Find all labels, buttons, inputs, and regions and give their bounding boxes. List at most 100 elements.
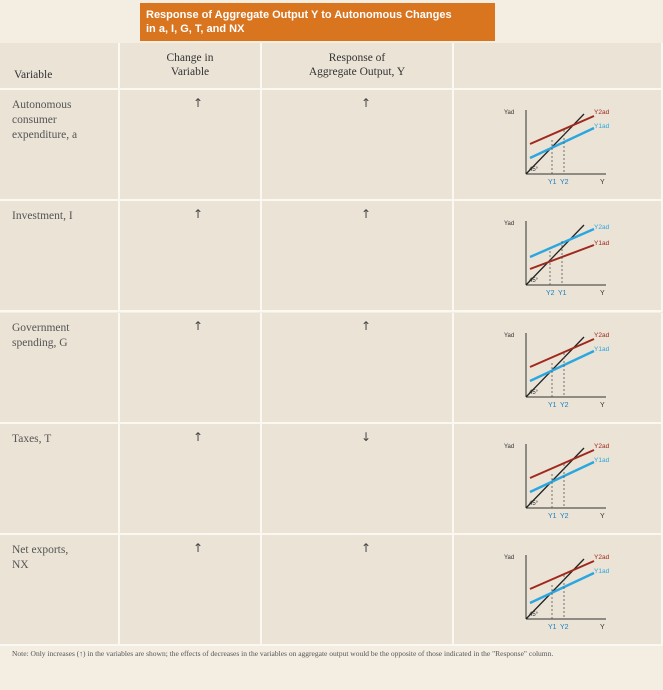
graph-container: 45° Yad Y Y2 Y1 Y1ad Y2ad xyxy=(502,215,612,300)
title-line-1: Response of Aggregate Output Y to Autono… xyxy=(146,9,452,21)
change-arrow: ↑ xyxy=(192,430,204,444)
upper-curve-label: Y1ad xyxy=(594,240,610,247)
header-response: Response of Aggregate Output, Y xyxy=(262,51,452,79)
variable-name-line: Taxes, T xyxy=(12,433,52,445)
title-line-2: in a, I, G, T, and NX xyxy=(146,23,245,35)
upper-demand-line xyxy=(529,560,595,590)
angle-label: 45° xyxy=(529,278,539,284)
variable-name-line: Investment, I xyxy=(12,210,73,222)
response-arrow: ↑ xyxy=(360,207,372,221)
y-axis-label: Yad xyxy=(504,555,514,561)
graph-cell: 45° Yad Y Y1 Y2 Y2ad Y1ad xyxy=(454,90,663,201)
x-tick-label-2: Y1 xyxy=(558,290,567,295)
lower-demand-line xyxy=(529,460,595,494)
x-axis-label: Y xyxy=(600,290,605,295)
y-axis-label: Yad xyxy=(504,110,514,116)
response-arrow: ↑ xyxy=(360,541,372,555)
response-arrow: ↑ xyxy=(360,319,372,333)
angle-label: 45° xyxy=(529,612,539,618)
variable-name: Net exports, NX xyxy=(12,543,116,573)
lower-curve-label: Y1ad xyxy=(594,123,610,130)
x-axis-label: Y xyxy=(600,402,605,407)
x-axis-label: Y xyxy=(600,179,605,184)
x-tick-label-1: Y1 xyxy=(548,624,557,629)
y-axis-label: Yad xyxy=(504,221,514,227)
x-tick-label-1: Y2 xyxy=(546,290,555,295)
lower-demand-line xyxy=(529,349,595,383)
header-response-line2: Aggregate Output, Y xyxy=(308,66,406,78)
variable-cell: Autonomous consumer expenditure, a xyxy=(0,90,120,201)
response-cell: ↓ xyxy=(262,424,454,535)
y-axis-label: Yad xyxy=(504,333,514,339)
graph-container: 45° Yad Y Y1 Y2 Y2ad Y1ad xyxy=(502,549,612,634)
change-arrow: ↑ xyxy=(192,319,204,333)
aggregate-demand-graph: 45° Yad Y Y1 Y2 Y2ad Y1ad xyxy=(504,554,610,631)
x-tick-label-2: Y2 xyxy=(560,402,569,407)
upper-demand-line xyxy=(529,449,595,479)
variable-cell: Government spending, G xyxy=(0,313,120,424)
change-arrow: ↑ xyxy=(192,207,204,221)
change-cell: ↑ xyxy=(120,424,262,535)
variable-cell: Investment, I xyxy=(0,201,120,312)
variable-name-line: Government xyxy=(12,322,70,334)
lower-curve-label: Y1ad xyxy=(594,568,610,575)
variable-name: Investment, I xyxy=(12,209,116,224)
variable-name-line: consumer xyxy=(12,114,57,126)
angle-label: 45° xyxy=(529,390,539,396)
table-title-banner: Response of Aggregate Output Y to Autono… xyxy=(140,3,495,41)
forty-five-degree-line xyxy=(525,224,585,286)
variable-name: Taxes, T xyxy=(12,432,116,447)
table-header-row: Variable Change in Variable Response of … xyxy=(0,43,663,90)
forty-five-degree-line xyxy=(525,558,585,620)
variable-name-line: expenditure, a xyxy=(12,129,78,141)
response-cell: ↑ xyxy=(262,313,454,424)
upper-demand-line xyxy=(529,338,595,368)
aggregate-demand-graph: 45° Yad Y Y2 Y1 Y1ad Y2ad xyxy=(504,221,610,297)
lower-curve-label: Y1ad xyxy=(594,457,610,464)
graph-container: 45° Yad Y Y1 Y2 Y2ad Y1ad xyxy=(502,438,612,523)
response-table: Variable Change in Variable Response of … xyxy=(0,43,663,646)
change-cell: ↑ xyxy=(120,313,262,424)
forty-five-degree-line xyxy=(525,336,585,398)
aggregate-demand-graph: 45° Yad Y Y1 Y2 Y2ad Y1ad xyxy=(504,332,610,409)
lower-curve-label: Y1ad xyxy=(594,346,610,353)
change-cell: ↑ xyxy=(120,90,262,201)
variable-name-line: spending, G xyxy=(12,337,68,349)
header-response-line1: Response of xyxy=(328,52,386,64)
variable-cell: Taxes, T xyxy=(0,424,120,535)
graph-cell: 45° Yad Y Y1 Y2 Y2ad Y1ad xyxy=(454,313,663,424)
aggregate-demand-graph: 45° Yad Y Y1 Y2 Y2ad Y1ad xyxy=(504,443,610,520)
variable-cell: Net exports, NX xyxy=(0,535,120,646)
response-arrow: ↓ xyxy=(360,430,372,444)
aggregate-demand-graph: 45° Yad Y Y1 Y2 Y2ad Y1ad xyxy=(504,109,610,186)
lower-curve-label: Y2ad xyxy=(594,224,610,231)
header-variable-cell: Variable xyxy=(0,43,120,90)
table-note: Note: Only increases (↑) in the variable… xyxy=(12,649,554,658)
x-tick-label-1: Y1 xyxy=(548,513,557,518)
angle-label: 45° xyxy=(529,167,539,173)
variable-name-line: Net exports, xyxy=(12,544,69,556)
header-change-line1: Change in xyxy=(166,52,214,64)
angle-label: 45° xyxy=(529,501,539,507)
response-cell: ↑ xyxy=(262,201,454,312)
header-change-cell: Change in Variable xyxy=(120,43,262,90)
lower-demand-line xyxy=(529,571,595,605)
x-tick-label-1: Y1 xyxy=(548,402,557,407)
change-cell: ↑ xyxy=(120,201,262,312)
x-tick-label-2: Y2 xyxy=(560,179,569,184)
forty-five-degree-line xyxy=(525,113,585,175)
header-change: Change in Variable xyxy=(120,51,260,79)
x-tick-label-2: Y2 xyxy=(560,624,569,629)
forty-five-degree-line xyxy=(525,447,585,509)
variable-name: Government spending, G xyxy=(12,321,116,351)
graph-cell: 45° Yad Y Y1 Y2 Y2ad Y1ad xyxy=(454,535,663,646)
x-axis-label: Y xyxy=(600,513,605,518)
change-arrow: ↑ xyxy=(192,96,204,110)
header-graph-cell xyxy=(454,43,663,90)
x-tick-label-1: Y1 xyxy=(548,179,557,184)
change-cell: ↑ xyxy=(120,535,262,646)
response-cell: ↑ xyxy=(262,535,454,646)
header-change-line2: Variable xyxy=(170,66,210,78)
variable-name-line: Autonomous xyxy=(12,99,72,111)
y-axis-label: Yad xyxy=(504,444,514,450)
